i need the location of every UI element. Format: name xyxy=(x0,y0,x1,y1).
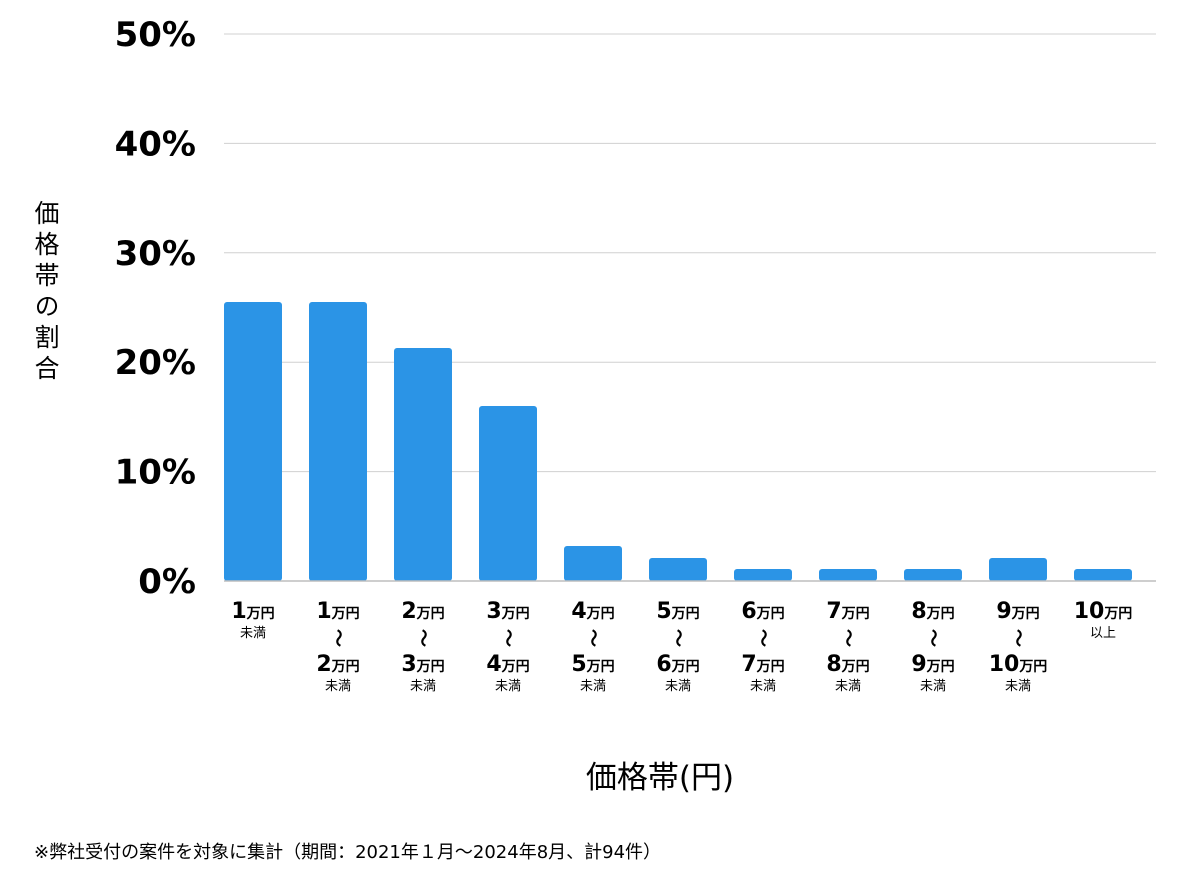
x-tick-suffix: 未満 xyxy=(410,679,436,694)
x-tick-suffix: 未満 xyxy=(580,679,606,694)
x-tick-from: 8万円 xyxy=(911,599,954,624)
footnote: ※弊社受付の案件を対象に集計（期間：2021年１月〜2024年8月、計94件） xyxy=(34,842,662,863)
x-tick-from: 1万円 xyxy=(231,599,274,624)
x-tick-from: 5万円 xyxy=(656,599,699,624)
x-tick-suffix: 未満 xyxy=(750,679,776,694)
x-tick-range-mark: 〜 xyxy=(1007,629,1028,647)
x-tick-from: 9万円 xyxy=(996,599,1039,624)
x-tick-to: 10万円 xyxy=(989,652,1048,677)
bars xyxy=(224,302,1132,581)
x-tick-range-mark: 〜 xyxy=(667,629,688,647)
bar xyxy=(479,405,537,581)
x-tick-suffix: 未満 xyxy=(665,679,691,694)
x-tick-to: 6万円 xyxy=(656,652,699,677)
bar xyxy=(819,568,877,581)
x-tick-from: 1万円 xyxy=(316,599,359,624)
x-tick-range-mark: 〜 xyxy=(837,629,858,647)
bar xyxy=(309,302,367,581)
bar xyxy=(224,302,282,581)
y-tick-label: 40% xyxy=(115,124,196,164)
bar xyxy=(734,568,792,581)
x-tick-range-mark: 〜 xyxy=(752,629,773,647)
x-tick-to: 3万円 xyxy=(401,652,444,677)
x-tick-to: 8万円 xyxy=(826,652,869,677)
x-tick-range-mark: 〜 xyxy=(497,629,518,647)
x-tick-from: 7万円 xyxy=(826,599,869,624)
y-tick-label: 0% xyxy=(138,562,196,602)
x-tick-from: 2万円 xyxy=(401,599,444,624)
x-tick-suffix: 未満 xyxy=(920,679,946,694)
bar xyxy=(649,558,707,581)
x-tick-to: 5万円 xyxy=(571,652,614,677)
x-tick-from: 3万円 xyxy=(486,599,529,624)
y-axis-ticks: 0% 10% 20% 30% 40% 50% xyxy=(115,15,196,602)
x-tick-from: 6万円 xyxy=(741,599,784,624)
x-tick-suffix: 未満 xyxy=(1005,679,1031,694)
bar xyxy=(1074,568,1132,581)
y-tick-label: 50% xyxy=(115,15,196,55)
x-tick-suffix: 以上 xyxy=(1090,626,1116,641)
x-tick-to: 4万円 xyxy=(486,652,529,677)
x-tick-suffix: 未満 xyxy=(325,679,351,694)
x-tick-to: 9万円 xyxy=(911,652,954,677)
x-axis-label: 価格帯(円) xyxy=(585,760,735,796)
x-tick-suffix: 未満 xyxy=(240,626,266,641)
bar xyxy=(564,545,622,581)
y-tick-label: 20% xyxy=(115,343,196,383)
x-tick-suffix: 未満 xyxy=(495,679,521,694)
y-tick-label: 10% xyxy=(115,453,196,493)
x-axis-ticks: 1万円未満1万円〜2万円未満2万円〜3万円未満3万円〜4万円未満4万円〜5万円未… xyxy=(231,599,1132,694)
x-tick-range-mark: 〜 xyxy=(412,629,433,647)
x-tick-from: 10万円 xyxy=(1074,599,1133,624)
x-tick-from: 4万円 xyxy=(571,599,614,624)
x-tick-suffix: 未満 xyxy=(835,679,861,694)
bar xyxy=(989,558,1047,581)
y-axis-label: 価格帯の割合 xyxy=(31,200,60,386)
x-tick-to: 7万円 xyxy=(741,652,784,677)
bar xyxy=(904,568,962,581)
y-tick-label: 30% xyxy=(115,234,196,274)
x-tick-range-mark: 〜 xyxy=(327,629,348,647)
grid-lines xyxy=(224,33,1156,473)
x-tick-range-mark: 〜 xyxy=(582,629,603,647)
x-tick-range-mark: 〜 xyxy=(922,629,943,647)
x-tick-to: 2万円 xyxy=(316,652,359,677)
bar xyxy=(394,347,452,581)
